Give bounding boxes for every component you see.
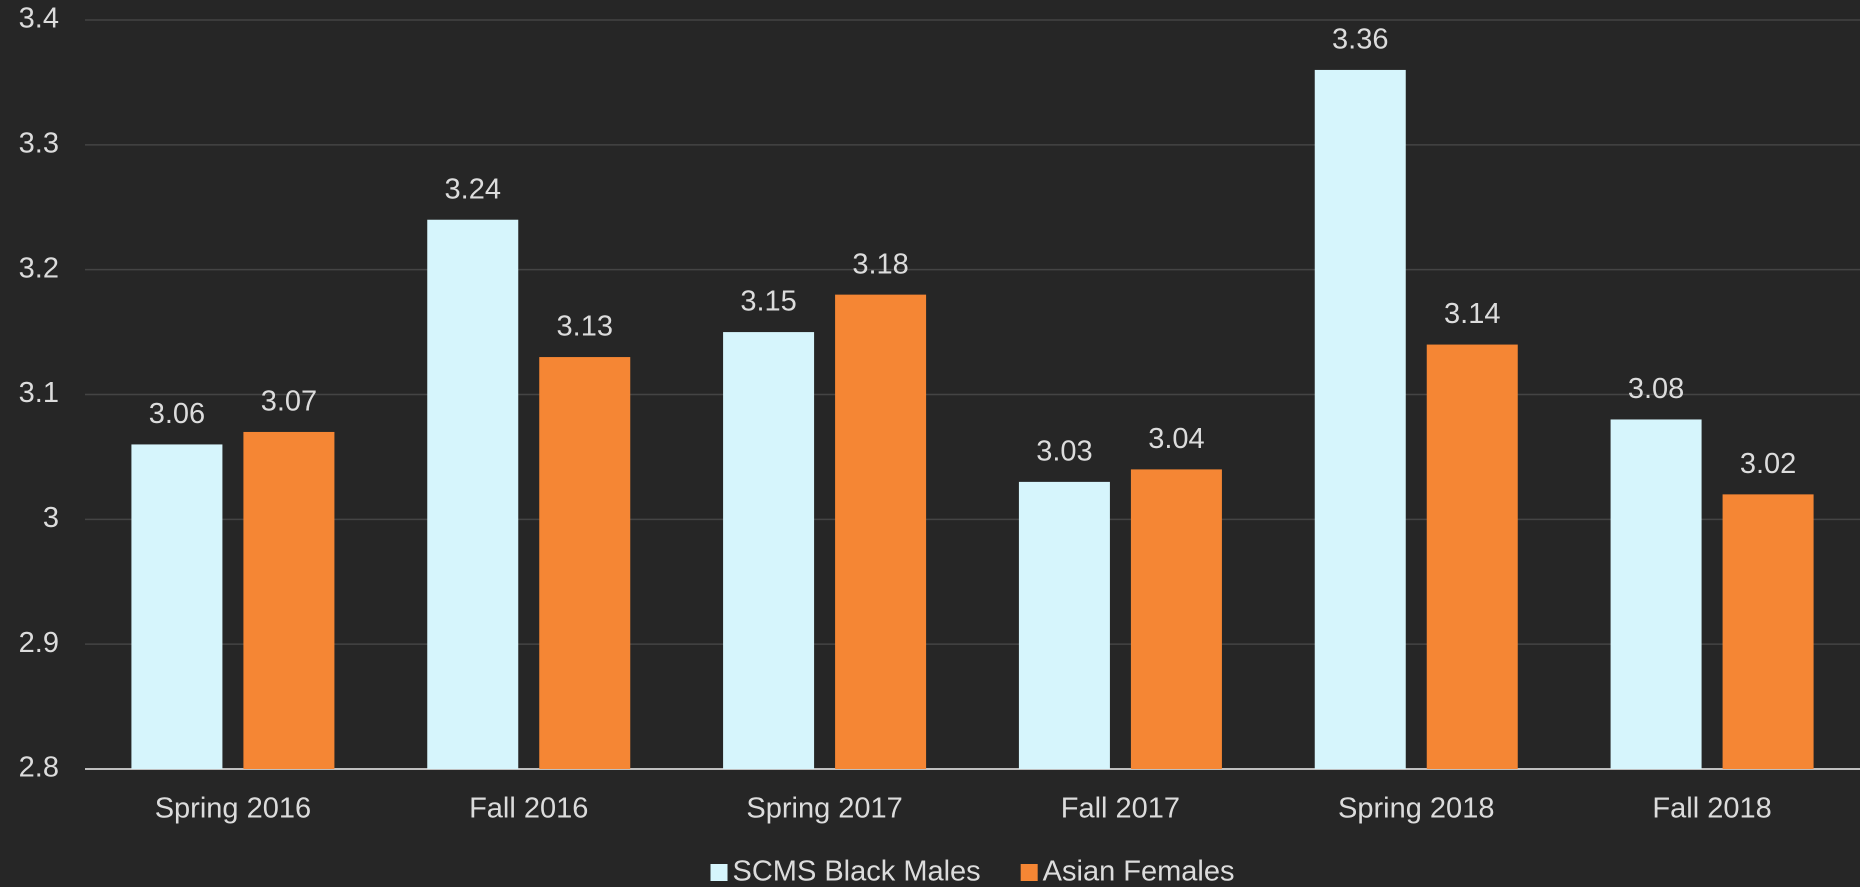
y-tick-label: 3 — [43, 502, 59, 534]
bar — [539, 357, 631, 769]
legend-swatch — [710, 864, 728, 881]
x-tick-label: Spring 2016 — [155, 793, 311, 825]
bar — [723, 332, 815, 769]
bar — [1722, 494, 1814, 769]
x-tick-label: Fall 2016 — [469, 793, 588, 825]
data-label: 3.36 — [1332, 24, 1388, 56]
data-label: 3.03 — [1036, 436, 1092, 468]
y-tick-label: 2.8 — [19, 752, 59, 784]
bar — [131, 444, 223, 769]
bar — [1130, 469, 1222, 769]
data-label: 3.15 — [740, 286, 796, 318]
data-label: 3.18 — [852, 248, 908, 280]
bar — [1314, 69, 1406, 769]
y-tick-label: 3.2 — [19, 252, 59, 284]
x-tick-label: Fall 2017 — [1061, 793, 1180, 825]
y-tick-label: 3.1 — [19, 377, 59, 409]
bar — [243, 431, 335, 769]
bar — [1018, 481, 1110, 769]
x-tick-label: Spring 2017 — [746, 793, 902, 825]
legend-label: Asian Females — [1043, 856, 1235, 887]
data-label: 3.08 — [1628, 373, 1684, 405]
data-label: 3.07 — [261, 386, 317, 418]
x-tick-label: Spring 2018 — [1338, 793, 1494, 825]
y-tick-label: 2.9 — [19, 627, 59, 659]
data-label: 3.04 — [1148, 423, 1204, 455]
data-label: 3.06 — [149, 398, 205, 430]
legend-swatch — [1020, 864, 1038, 881]
data-label: 3.14 — [1444, 298, 1500, 330]
y-tick-label: 3.3 — [19, 127, 59, 159]
x-tick-label: Fall 2018 — [1652, 793, 1771, 825]
data-label: 3.13 — [557, 311, 613, 343]
bar — [427, 219, 519, 769]
bar — [1610, 419, 1702, 769]
bar — [1426, 344, 1518, 769]
data-label: 3.24 — [445, 173, 501, 205]
y-tick-label: 3.4 — [19, 3, 59, 35]
bar — [835, 294, 927, 769]
data-label: 3.02 — [1740, 448, 1796, 480]
legend-label: SCMS Black Males — [733, 856, 981, 887]
